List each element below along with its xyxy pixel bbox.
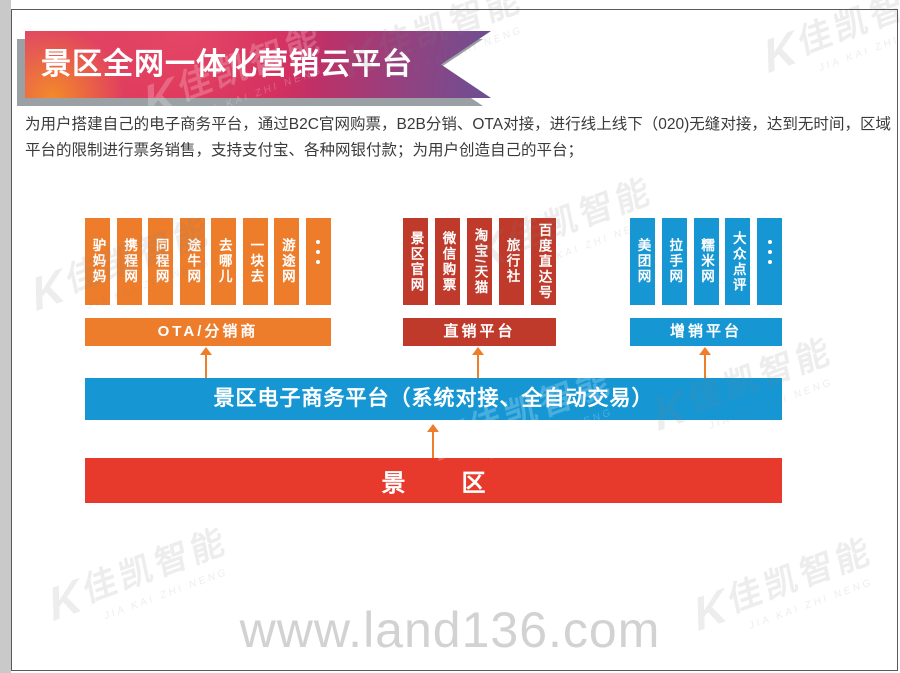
channel-tab: 大众点评 [725, 218, 751, 305]
jiakai-logo-watermark: K佳凯智能 JIA KAI ZHI NENG [758, 0, 900, 84]
channel-group-direct: 景区官网 微信购票 淘宝/天猫 旅行社 百度直达号 [403, 218, 556, 305]
arrow-head-icon [699, 347, 711, 355]
scenic-area-bar: 景 区 [85, 458, 782, 503]
channel-tab: 拉手网 [661, 218, 687, 305]
ecommerce-platform-bar: 景区电子商务平台（系统对接、全自动交易） [85, 378, 782, 420]
ellipsis-dot-icon [767, 240, 772, 244]
ellipsis-dot-icon [316, 250, 321, 254]
channel-tab: 携程网 [116, 218, 142, 305]
slide-left-shadow-strip [0, 0, 11, 673]
channel-group-ota: 驴妈妈 携程网 同程网 途牛网 去哪儿 一块去 游途网 [85, 218, 331, 305]
channel-tab: 同程网 [148, 218, 174, 305]
channel-tab: 游途网 [274, 218, 300, 305]
arrow-shaft [204, 353, 208, 378]
channel-tab: 一块去 [242, 218, 268, 305]
more-channels-tab [757, 218, 782, 305]
group-label-ota: OTA/分销商 [85, 318, 331, 346]
channel-tab: 途牛网 [179, 218, 205, 305]
arrow-head-icon [427, 424, 439, 432]
arrow-shaft [431, 430, 435, 458]
group-label-direct: 直销平台 [403, 318, 556, 346]
scenic-bar-char-left: 景 [381, 470, 406, 497]
title-banner: 景区全网一体化营销云平台 [25, 31, 491, 98]
channel-tab: 驴妈妈 [85, 218, 110, 305]
channel-tab: 百度直达号 [531, 218, 556, 305]
channel-tab: 美团网 [630, 218, 655, 305]
ellipsis-dot-icon [316, 240, 321, 244]
channel-tab: 糯米网 [693, 218, 719, 305]
arrow-platform-to-upsell [699, 347, 711, 378]
arrow-head-icon [200, 347, 212, 355]
ellipsis-dot-icon [316, 260, 321, 264]
scenic-bar-char-right: 区 [461, 470, 486, 497]
channel-tab: 淘宝/天猫 [467, 218, 492, 305]
channel-group-upsell: 美团网 拉手网 糯米网 大众点评 [630, 218, 782, 305]
arrow-scenic-to-platform [427, 424, 439, 458]
channel-tab: 景区官网 [403, 218, 428, 305]
arrow-platform-to-ota [200, 347, 212, 378]
arrow-platform-to-direct [472, 347, 484, 378]
channel-tab: 微信购票 [435, 218, 460, 305]
url-watermark: www.land136.com [239, 602, 661, 658]
channel-tab: 旅行社 [499, 218, 524, 305]
group-label-upsell: 增销平台 [630, 318, 782, 346]
channel-tab: 去哪儿 [211, 218, 237, 305]
arrow-shaft [476, 353, 480, 378]
page-title: 景区全网一体化营销云平台 [41, 48, 413, 81]
ellipsis-dot-icon [767, 260, 772, 264]
arrow-head-icon [472, 347, 484, 355]
more-channels-tab [305, 218, 331, 305]
arrow-shaft [703, 353, 707, 378]
ellipsis-dot-icon [767, 250, 772, 254]
intro-paragraph: 为用户搭建自己的电子商务平台，通过B2C官网购票，B2B分销、OTA对接，进行线… [25, 116, 891, 159]
